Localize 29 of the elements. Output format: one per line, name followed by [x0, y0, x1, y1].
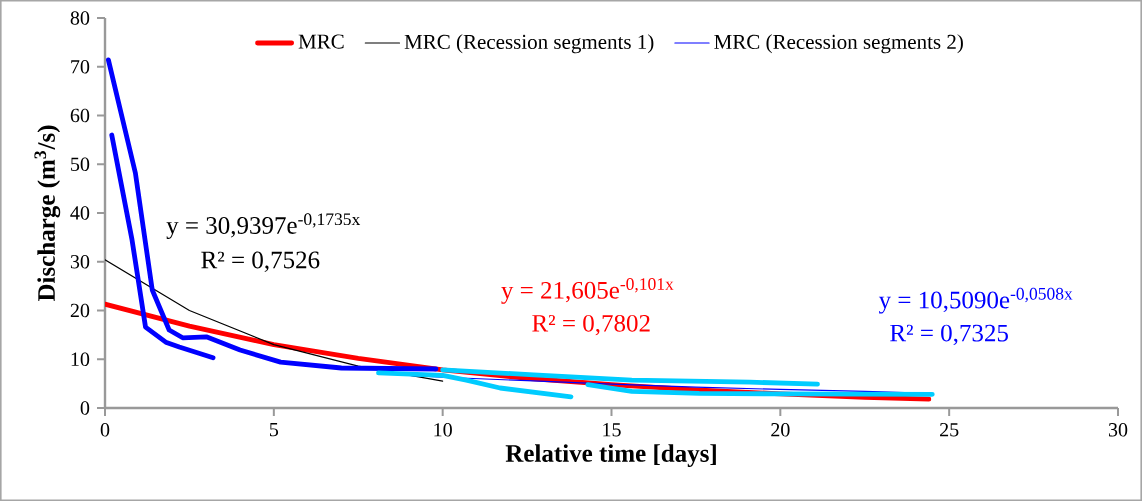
x-tick-label: 25: [940, 423, 959, 437]
annotation: R² = 0,7802: [532, 314, 650, 336]
y-tick-label: 50: [71, 157, 90, 171]
legend-label: MRC: [298, 34, 344, 49]
annotation: y = 30,9397e$^{-0,1735x}$: [166, 213, 361, 240]
y-tick-label: 80: [70, 11, 90, 25]
legend-label: MRC (Recession segments 1): [404, 34, 654, 54]
x-tick-label: 5: [270, 423, 279, 437]
y-tick-label: 60: [70, 108, 90, 123]
x-tick-label: 10: [434, 423, 452, 437]
y-tick-label: 10: [71, 352, 90, 366]
x-tick-label: 15: [603, 423, 621, 437]
x-axis-title: Relative time [days]: [505, 444, 716, 468]
legend-label: MRC (Recession segments 2): [714, 34, 963, 54]
y-tick-label: 70: [71, 60, 90, 74]
y-tick-label: 0: [80, 401, 90, 415]
annotation: R² = 0,7526: [201, 251, 320, 272]
line-series: [105, 57, 439, 372]
y-tick-label: 30: [70, 254, 90, 269]
y-axis-title: Discharge (m$^{3}$/s): [34, 125, 61, 302]
y-tick-label: 40: [70, 206, 90, 220]
annotation: y = 10,5090e$^{-0,0508x}$: [878, 287, 1073, 314]
x-tick-label: 0: [100, 423, 110, 437]
annotation: y = 21,605e$^{-0,101x}$: [501, 278, 674, 304]
x-tick-label: 30: [1108, 423, 1128, 437]
x-tick-label: 20: [771, 423, 790, 437]
y-tick-label: 20: [70, 303, 90, 318]
annotation: R² = 0,7325: [890, 324, 1008, 346]
line-series: [585, 382, 935, 397]
